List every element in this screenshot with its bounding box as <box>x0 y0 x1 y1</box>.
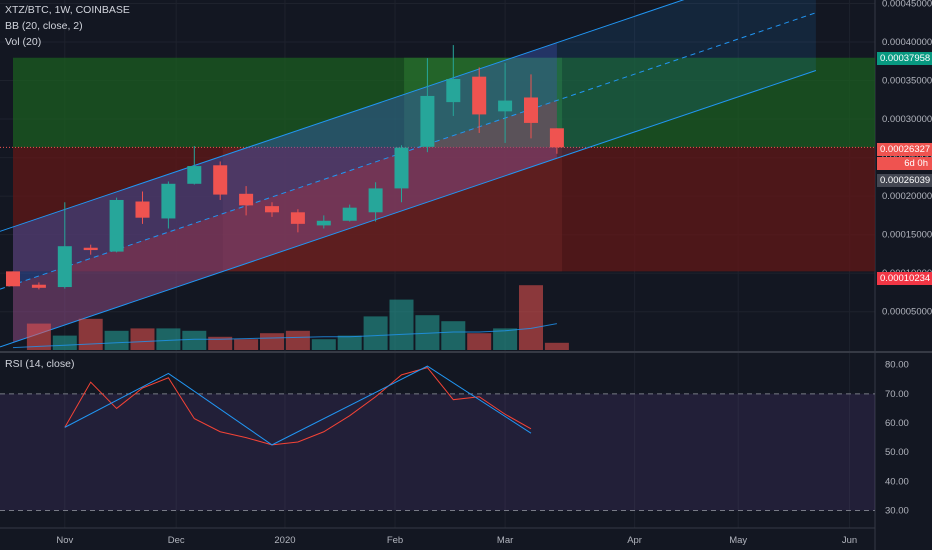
green-level-price-tag: 0.00037958 <box>877 52 932 65</box>
candle-body <box>187 166 202 184</box>
rsi-tick-label: 40.00 <box>885 476 909 487</box>
volume-ma-line <box>12 323 557 349</box>
time-tick-label: Jun <box>842 535 857 546</box>
rsi-tick-label: 70.00 <box>885 389 909 400</box>
volume-bar <box>493 328 518 350</box>
volume-bar <box>52 335 77 350</box>
time-tick-label: Dec <box>168 535 185 546</box>
rsi-tick-label: 60.00 <box>885 418 909 429</box>
candle-body <box>135 201 150 218</box>
red-level-price-tag: 0.00010234 <box>877 272 932 285</box>
time-tick-label: 2020 <box>274 535 295 546</box>
candle-body <box>213 165 228 195</box>
countdown-tag: 6d 0h <box>877 157 932 170</box>
price-tick-label: 0.00035000 <box>882 76 932 87</box>
price-tick-label: 0.00040000 <box>882 37 932 48</box>
last-price-tag: 0.00026327 <box>877 143 932 156</box>
candle-body <box>239 193 254 206</box>
candle-body <box>161 183 176 219</box>
bollinger-legend[interactable]: BB (20, close, 2) <box>5 20 83 32</box>
rsi-tick-label: 30.00 <box>885 506 909 517</box>
volume-bar <box>467 333 492 350</box>
channel-lower-line <box>0 70 817 348</box>
volume-bar <box>104 330 129 350</box>
rsi-band <box>0 393 875 511</box>
candle-body <box>394 147 409 189</box>
volume-bar <box>337 335 362 350</box>
candle-body <box>549 128 564 148</box>
volume-bar <box>363 316 388 350</box>
price-tick-label: 0.00020000 <box>882 191 932 202</box>
volume-bar <box>156 328 181 350</box>
candle-body <box>31 284 46 288</box>
volume-bar <box>441 321 466 350</box>
rsi-tick-label: 80.00 <box>885 360 909 371</box>
crosshair-price-tag: 0.00026039 <box>877 174 932 187</box>
volume-bar <box>78 318 103 350</box>
volume-bar <box>285 330 310 350</box>
stop-zone <box>13 147 875 272</box>
candle-body <box>83 247 98 251</box>
candle-body <box>472 76 487 115</box>
channel-fill <box>13 0 816 343</box>
candle-body <box>446 78 461 103</box>
candle-body <box>316 220 331 226</box>
price-tick-label: 0.00030000 <box>882 114 932 125</box>
candle-body <box>342 207 357 221</box>
volume-bar <box>519 285 543 350</box>
candle-body <box>524 97 538 123</box>
volume-bar <box>311 339 336 350</box>
candle-body <box>290 212 305 224</box>
candle-body <box>6 271 20 287</box>
price-tick-label: 0.00045000 <box>882 0 932 9</box>
candle-body <box>265 206 279 213</box>
volume-bar <box>208 336 233 350</box>
volume-bar <box>182 330 207 350</box>
rsi-line <box>64 367 532 446</box>
volume-bar <box>260 333 284 350</box>
rsi-legend[interactable]: RSI (14, close) <box>5 358 75 370</box>
candle-body <box>420 95 435 147</box>
time-tick-label: Apr <box>627 535 642 546</box>
volume-bar <box>544 342 569 350</box>
volume-bar <box>234 339 259 350</box>
stop-zone-active <box>222 147 563 272</box>
channel-upper-line <box>0 0 685 232</box>
time-tick-label: Nov <box>56 535 73 546</box>
candle-body <box>109 199 124 252</box>
symbol-legend[interactable]: XTZ/BTC, 1W, COINBASE <box>5 4 130 16</box>
candle-body <box>368 188 383 213</box>
volume-bar <box>389 299 414 350</box>
time-tick-label: Feb <box>387 535 403 546</box>
volume-bar <box>130 328 155 350</box>
price-tick-label: 0.00015000 <box>882 230 932 241</box>
time-tick-label: May <box>729 535 747 546</box>
candle-body <box>498 100 513 112</box>
time-tick-label: Mar <box>497 535 513 546</box>
price-tick-label: 0.00005000 <box>882 307 932 318</box>
channel-lower-half <box>13 100 557 343</box>
rsi-trend-line <box>64 365 532 446</box>
volume-legend[interactable]: Vol (20) <box>5 36 42 48</box>
candle-body <box>57 246 72 288</box>
rsi-tick-label: 50.00 <box>885 447 909 458</box>
